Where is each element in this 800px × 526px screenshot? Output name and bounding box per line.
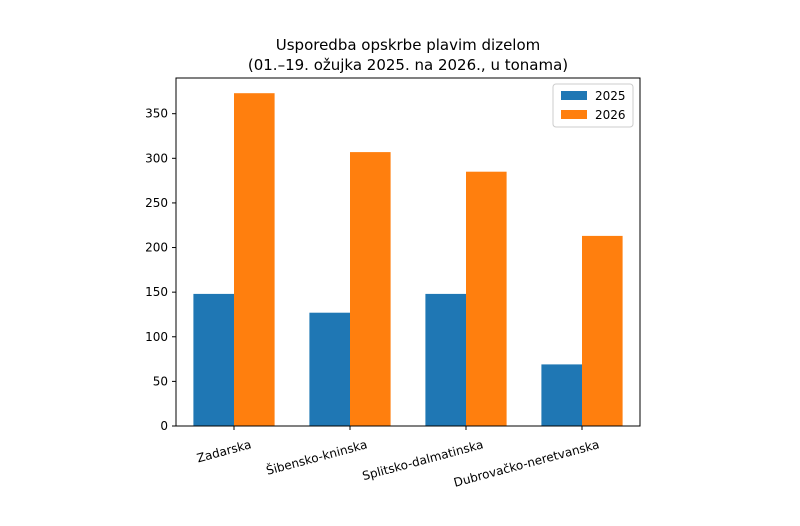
y-tick-label: 150 — [145, 285, 168, 299]
bar-2025-4 — [541, 364, 582, 426]
y-tick-label: 200 — [145, 241, 168, 255]
y-tick-label: 300 — [145, 151, 168, 165]
plot-frame — [175, 77, 641, 427]
bar-2026-3 — [466, 171, 507, 426]
bar-2026-2 — [350, 152, 391, 426]
legend-swatch-2025 — [561, 91, 587, 100]
y-tick-label: 100 — [145, 330, 168, 344]
bar-2025-1 — [193, 293, 234, 426]
legend-label-2026: 2026 — [595, 108, 626, 122]
y-tick-label: 0 — [160, 419, 168, 433]
bar-2026-4 — [582, 235, 623, 426]
chart-subtitle: (01.–19. ožujka 2025. na 2026., u tonama… — [248, 56, 568, 74]
bar-2025-2 — [309, 312, 350, 426]
bars-group — [193, 93, 623, 426]
legend-label-2025: 2025 — [595, 89, 626, 103]
y-tick-label: 50 — [153, 374, 168, 388]
x-tick-label: Zadarska — [195, 437, 253, 465]
chart-title: Usporedba opskrbe plavim dizelom — [276, 36, 541, 54]
y-tick-label: 350 — [145, 107, 168, 121]
y-tick-label: 250 — [145, 196, 168, 210]
x-axis: Zadarska Šibensko-kninskaSplitsko-dalmati… — [195, 426, 601, 490]
legend: 2025 2026 — [552, 83, 634, 128]
x-tick-label: Šibensko-kninska — [264, 436, 368, 477]
bar-2025-3 — [425, 293, 466, 426]
y-axis: 0 50 100 150 200 250 300 350 — [145, 107, 176, 433]
legend-swatch-2026 — [561, 110, 587, 119]
bar-2026-1 — [234, 93, 275, 426]
